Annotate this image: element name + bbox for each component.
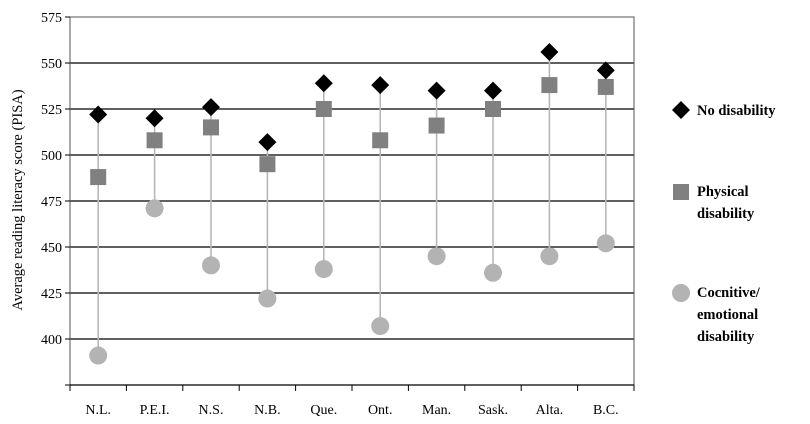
marker-cognitive-5 bbox=[371, 317, 390, 336]
marker-physical-0 bbox=[90, 169, 107, 186]
legend-label-none: No disability bbox=[697, 103, 776, 119]
marker-none-5 bbox=[371, 76, 390, 95]
y-tick-label-400: 400 bbox=[41, 333, 62, 348]
marker-none-9 bbox=[596, 61, 615, 80]
legend-marker-physical bbox=[673, 184, 689, 200]
x-axis: N.L. P.E.I. N.S. N.B. Que. Ont. Man. Sask. Alta.… bbox=[69, 384, 635, 418]
marker-cognitive-2 bbox=[202, 256, 220, 275]
x-tick-label-2: N.S. bbox=[199, 403, 224, 418]
legend-marker-cognitive bbox=[672, 284, 690, 302]
legend-label-line: emotional bbox=[697, 307, 758, 323]
data-markers bbox=[89, 42, 615, 365]
marker-none-3 bbox=[258, 133, 277, 152]
x-tick-label-8: Alta. bbox=[536, 403, 564, 418]
x-tick-label-9: B.C. bbox=[593, 403, 619, 418]
y-axis-label: Average reading literacy score (PISA) bbox=[10, 89, 26, 310]
marker-physical-9 bbox=[597, 78, 614, 95]
legend-label-line: disability bbox=[697, 206, 755, 222]
marker-none-0 bbox=[89, 105, 108, 124]
marker-none-6 bbox=[427, 81, 446, 100]
x-tick-label-7: Sask. bbox=[478, 403, 508, 418]
marker-none-8 bbox=[540, 42, 559, 61]
marker-physical-4 bbox=[315, 101, 332, 117]
marker-cognitive-8 bbox=[540, 247, 559, 266]
legend-label-physical: Physical disability bbox=[697, 184, 755, 222]
legend-label-line: Physical bbox=[697, 184, 749, 200]
y-axis: 400 425 450 475 500 525 550 575 bbox=[41, 11, 70, 386]
gridlines bbox=[70, 62, 634, 340]
marker-physical-1 bbox=[146, 132, 163, 149]
marker-cognitive-0 bbox=[89, 346, 108, 365]
marker-cognitive-7 bbox=[484, 263, 502, 282]
x-tick-label-5: Ont. bbox=[368, 403, 393, 418]
x-tick-label-3: N.B. bbox=[254, 403, 280, 418]
y-tick-label-425: 425 bbox=[41, 287, 62, 302]
marker-none-2 bbox=[202, 98, 220, 117]
marker-cognitive-4 bbox=[314, 260, 333, 279]
x-tick-label-6: Man. bbox=[422, 403, 451, 418]
marker-cognitive-1 bbox=[145, 199, 164, 218]
legend-label-line: disability bbox=[697, 329, 755, 345]
marker-physical-3 bbox=[259, 156, 276, 173]
marker-physical-6 bbox=[428, 117, 445, 134]
marker-cognitive-3 bbox=[258, 289, 277, 308]
y-tick-label-475: 475 bbox=[41, 195, 62, 210]
legend-label-cognitive: Cocnitive/emotional disability bbox=[697, 285, 761, 345]
marker-physical-7 bbox=[485, 101, 501, 117]
marker-cognitive-6 bbox=[427, 247, 446, 266]
legend-label-line: No disability bbox=[697, 103, 776, 119]
y-tick-label-575: 575 bbox=[41, 11, 62, 26]
x-tick-label-4: Que. bbox=[310, 403, 337, 418]
marker-none-1 bbox=[145, 109, 164, 128]
x-tick-label-1: P.E.I. bbox=[140, 403, 170, 418]
y-tick-label-500: 500 bbox=[41, 149, 62, 164]
y-tick-label-525: 525 bbox=[41, 103, 62, 118]
marker-cognitive-9 bbox=[596, 234, 615, 253]
marker-physical-8 bbox=[541, 77, 558, 94]
marker-none-7 bbox=[484, 81, 502, 100]
y-tick-label-450: 450 bbox=[41, 241, 62, 256]
x-tick-label-0: N.L. bbox=[85, 403, 111, 418]
y-tick-label-550: 550 bbox=[41, 57, 62, 72]
legend-label-line: Cocnitive/ bbox=[697, 285, 761, 301]
marker-none-4 bbox=[314, 74, 333, 93]
legend-marker-none bbox=[672, 101, 690, 119]
marker-physical-2 bbox=[203, 119, 219, 136]
range-connectors bbox=[97, 51, 607, 356]
marker-physical-5 bbox=[372, 132, 389, 149]
